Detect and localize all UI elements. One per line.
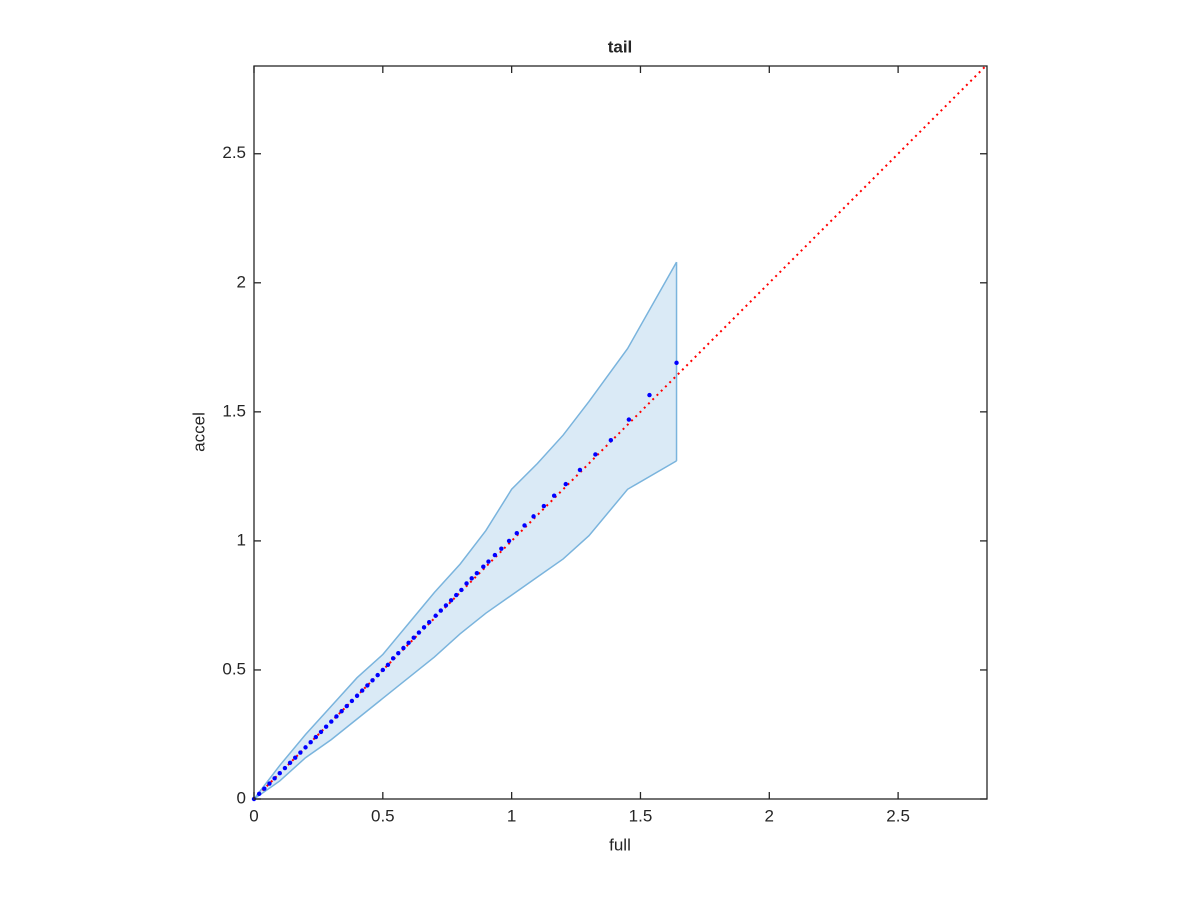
data-point xyxy=(464,581,469,586)
data-point xyxy=(522,523,527,528)
y-tick-label: 0 xyxy=(237,788,246,807)
x-axis-label: full xyxy=(609,835,631,854)
data-point xyxy=(339,709,344,714)
data-point xyxy=(551,493,557,498)
x-tick-label: 1.5 xyxy=(629,806,653,825)
data-point xyxy=(380,667,386,673)
y-axis-label: accel xyxy=(189,412,208,452)
data-point xyxy=(426,620,432,625)
data-point xyxy=(396,650,401,656)
band-lower xyxy=(253,460,677,800)
data-point xyxy=(303,745,308,750)
data-point xyxy=(298,750,303,755)
data-point xyxy=(365,683,370,688)
data-point xyxy=(256,791,262,797)
data-point xyxy=(262,786,267,791)
data-point xyxy=(474,570,480,576)
y-tick-label: 2 xyxy=(237,272,246,291)
y-tick-label: 1.5 xyxy=(222,401,246,420)
data-point xyxy=(390,656,396,661)
confidence-band xyxy=(254,262,677,800)
data-point xyxy=(443,603,449,608)
data-point xyxy=(421,625,427,630)
data-point xyxy=(334,714,339,719)
x-tick-label: 2 xyxy=(765,806,774,825)
band-upper xyxy=(253,261,678,800)
data-point xyxy=(282,765,288,771)
data-point xyxy=(401,645,406,651)
reference-line xyxy=(253,64,988,800)
data-point xyxy=(577,467,583,473)
data-point xyxy=(267,781,272,786)
data-point xyxy=(626,417,632,422)
data-point xyxy=(349,698,355,704)
data-point xyxy=(459,587,464,593)
data-point xyxy=(323,724,329,729)
data-point xyxy=(375,672,380,678)
data-point xyxy=(329,719,334,724)
data-point xyxy=(563,481,568,487)
y-tick-label: 0.5 xyxy=(222,659,246,678)
data-point xyxy=(287,760,293,766)
data-point xyxy=(354,693,360,698)
data-point xyxy=(308,740,313,745)
data-point xyxy=(541,503,547,509)
data-point xyxy=(406,640,411,646)
x-tick-label: 0.5 xyxy=(371,806,395,825)
data-point xyxy=(454,592,459,598)
data-point xyxy=(344,703,349,709)
data-point xyxy=(277,770,282,776)
data-point xyxy=(411,635,416,640)
data-point xyxy=(433,613,438,618)
axes-box xyxy=(253,65,988,800)
data-point xyxy=(499,546,504,551)
data-point xyxy=(318,729,324,735)
data-point xyxy=(370,678,375,683)
data-point xyxy=(492,552,498,558)
data-point xyxy=(481,564,486,569)
chart-title: tail xyxy=(608,37,633,56)
data-point xyxy=(416,630,422,635)
y-tick-label: 1 xyxy=(237,530,246,549)
data-point xyxy=(272,776,277,781)
data-point xyxy=(469,576,474,581)
data-point xyxy=(293,755,298,760)
data-point xyxy=(448,598,454,603)
data-point xyxy=(531,514,536,519)
y-tick-label: 2.5 xyxy=(222,143,246,162)
x-tick-label: 1 xyxy=(507,806,516,825)
data-point xyxy=(385,662,391,667)
data-point xyxy=(674,360,679,366)
x-tick-label: 0 xyxy=(249,806,258,825)
x-tick-label: 2.5 xyxy=(886,806,910,825)
data-point xyxy=(360,688,365,693)
data-point xyxy=(486,559,491,564)
data-point xyxy=(514,530,519,536)
data-point xyxy=(608,438,614,443)
data-point xyxy=(438,608,443,613)
data-point xyxy=(313,734,319,740)
data-point xyxy=(647,392,652,398)
data-point xyxy=(593,452,598,457)
data-point xyxy=(506,538,512,544)
